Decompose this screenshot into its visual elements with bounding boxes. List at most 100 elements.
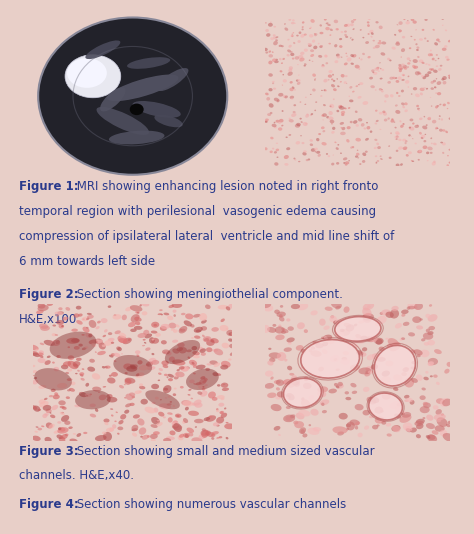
Ellipse shape <box>109 428 114 432</box>
Ellipse shape <box>389 342 401 351</box>
Ellipse shape <box>419 350 429 357</box>
Ellipse shape <box>419 395 426 400</box>
Ellipse shape <box>219 436 222 438</box>
Ellipse shape <box>139 390 142 393</box>
Ellipse shape <box>392 306 399 311</box>
Ellipse shape <box>270 112 273 114</box>
Ellipse shape <box>292 58 294 60</box>
Ellipse shape <box>142 345 145 347</box>
Ellipse shape <box>86 395 88 397</box>
Ellipse shape <box>448 76 452 79</box>
Ellipse shape <box>404 395 410 398</box>
Ellipse shape <box>265 22 267 23</box>
Ellipse shape <box>389 401 401 409</box>
Ellipse shape <box>228 339 233 342</box>
Ellipse shape <box>106 394 112 398</box>
Ellipse shape <box>358 320 365 324</box>
Ellipse shape <box>151 338 159 344</box>
Ellipse shape <box>388 145 390 147</box>
Text: MRI showing enhancing lesion noted in right fronto: MRI showing enhancing lesion noted in ri… <box>73 180 379 193</box>
Ellipse shape <box>53 325 56 327</box>
Ellipse shape <box>67 378 73 381</box>
Ellipse shape <box>151 384 159 389</box>
Ellipse shape <box>199 433 207 439</box>
Ellipse shape <box>335 317 381 341</box>
Ellipse shape <box>135 350 140 354</box>
Ellipse shape <box>209 415 212 418</box>
Ellipse shape <box>410 349 415 354</box>
Ellipse shape <box>145 334 152 339</box>
Ellipse shape <box>283 378 321 407</box>
Ellipse shape <box>163 439 165 441</box>
Ellipse shape <box>385 360 393 366</box>
Ellipse shape <box>55 311 63 315</box>
Ellipse shape <box>416 105 419 107</box>
Ellipse shape <box>370 397 379 403</box>
Ellipse shape <box>443 433 456 442</box>
Ellipse shape <box>310 310 318 316</box>
Ellipse shape <box>352 91 355 92</box>
Ellipse shape <box>173 394 176 396</box>
Ellipse shape <box>428 117 431 119</box>
Ellipse shape <box>381 89 383 90</box>
Ellipse shape <box>314 33 316 35</box>
Ellipse shape <box>425 63 428 65</box>
Ellipse shape <box>340 329 350 336</box>
Ellipse shape <box>211 327 219 332</box>
Ellipse shape <box>351 20 354 23</box>
Ellipse shape <box>447 108 448 109</box>
Ellipse shape <box>35 431 38 433</box>
Ellipse shape <box>151 424 158 428</box>
Ellipse shape <box>300 101 301 103</box>
Ellipse shape <box>132 433 137 437</box>
Ellipse shape <box>286 395 291 398</box>
Ellipse shape <box>155 115 183 127</box>
Ellipse shape <box>403 18 406 20</box>
Ellipse shape <box>337 110 339 112</box>
Ellipse shape <box>90 394 92 395</box>
Ellipse shape <box>319 24 322 27</box>
Ellipse shape <box>132 396 135 398</box>
Ellipse shape <box>443 81 447 84</box>
Ellipse shape <box>433 80 436 82</box>
Ellipse shape <box>312 74 316 77</box>
Ellipse shape <box>440 398 449 406</box>
Ellipse shape <box>356 153 360 155</box>
Ellipse shape <box>155 420 159 422</box>
Ellipse shape <box>273 88 276 90</box>
Ellipse shape <box>413 66 418 69</box>
Ellipse shape <box>264 147 267 150</box>
Ellipse shape <box>321 336 324 339</box>
Ellipse shape <box>50 332 96 359</box>
Ellipse shape <box>376 316 387 324</box>
Ellipse shape <box>380 410 384 413</box>
Ellipse shape <box>447 164 449 167</box>
Ellipse shape <box>301 429 305 434</box>
Ellipse shape <box>371 364 378 370</box>
Ellipse shape <box>196 329 201 332</box>
Ellipse shape <box>276 387 280 390</box>
Ellipse shape <box>205 304 210 309</box>
Ellipse shape <box>336 162 339 164</box>
Ellipse shape <box>228 332 233 335</box>
Ellipse shape <box>64 421 71 425</box>
Ellipse shape <box>185 313 193 319</box>
Ellipse shape <box>334 358 337 361</box>
Ellipse shape <box>158 412 164 417</box>
Ellipse shape <box>269 358 275 362</box>
Ellipse shape <box>310 350 321 357</box>
Ellipse shape <box>363 302 374 310</box>
Ellipse shape <box>65 372 69 374</box>
Ellipse shape <box>366 126 370 129</box>
Ellipse shape <box>290 378 300 385</box>
Ellipse shape <box>396 41 400 44</box>
Ellipse shape <box>124 410 129 414</box>
Ellipse shape <box>276 143 278 144</box>
Ellipse shape <box>346 83 347 84</box>
Ellipse shape <box>44 398 47 400</box>
Ellipse shape <box>407 66 409 68</box>
Ellipse shape <box>423 376 429 380</box>
Ellipse shape <box>331 301 342 309</box>
Ellipse shape <box>265 51 268 53</box>
Ellipse shape <box>353 120 357 124</box>
